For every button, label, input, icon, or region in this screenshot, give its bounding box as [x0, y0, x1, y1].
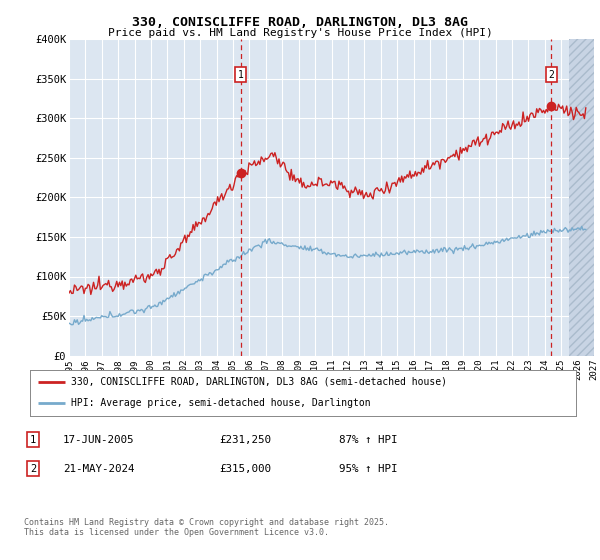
Text: 17-JUN-2005: 17-JUN-2005: [63, 435, 134, 445]
Text: £231,250: £231,250: [219, 435, 271, 445]
Text: 330, CONISCLIFFE ROAD, DARLINGTON, DL3 8AG (semi-detached house): 330, CONISCLIFFE ROAD, DARLINGTON, DL3 8…: [71, 377, 447, 387]
Bar: [569, 39, 594, 356]
Text: £315,000: £315,000: [219, 464, 271, 474]
Text: 87% ↑ HPI: 87% ↑ HPI: [339, 435, 397, 445]
Text: 330, CONISCLIFFE ROAD, DARLINGTON, DL3 8AG: 330, CONISCLIFFE ROAD, DARLINGTON, DL3 8…: [132, 16, 468, 29]
Text: 2: 2: [30, 464, 36, 474]
Text: HPI: Average price, semi-detached house, Darlington: HPI: Average price, semi-detached house,…: [71, 398, 371, 408]
Text: Price paid vs. HM Land Registry's House Price Index (HPI): Price paid vs. HM Land Registry's House …: [107, 28, 493, 38]
Text: 95% ↑ HPI: 95% ↑ HPI: [339, 464, 397, 474]
Text: 1: 1: [30, 435, 36, 445]
Text: 2: 2: [548, 70, 554, 80]
Text: 1: 1: [238, 70, 244, 80]
Text: Contains HM Land Registry data © Crown copyright and database right 2025.
This d: Contains HM Land Registry data © Crown c…: [24, 518, 389, 538]
Text: 21-MAY-2024: 21-MAY-2024: [63, 464, 134, 474]
